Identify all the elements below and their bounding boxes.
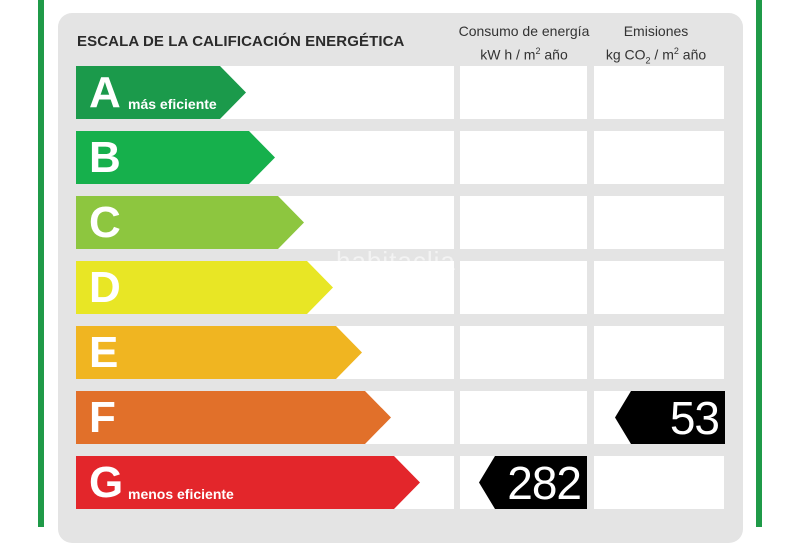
consumption-column-header: Consumo de energía kW h / m2 año: [455, 21, 593, 65]
rating-note-a: más eficiente: [128, 96, 217, 112]
emissions-header-line2: kg CO2 / m2 año: [605, 46, 707, 66]
emissions-cell-c: [594, 196, 724, 249]
rating-letter-d: D: [89, 263, 121, 312]
frame-right-border: [756, 0, 762, 527]
rating-note-g: menos eficiente: [128, 486, 234, 502]
rating-letter-c: C: [89, 198, 121, 247]
rating-bar-c: C: [76, 196, 304, 249]
consumption-cell-f: [460, 391, 587, 444]
emissions-cell-a: [594, 66, 724, 119]
rating-bar-b: B: [76, 131, 275, 184]
emissions-cell-g: [594, 456, 724, 509]
frame-left-border: [38, 0, 44, 527]
emissions-header-line1: Emisiones: [623, 23, 689, 39]
consumption-cell-e: [460, 326, 587, 379]
rating-bar-d: D: [76, 261, 333, 314]
rating-letter-g: G: [89, 458, 124, 507]
rating-letter-e: E: [89, 328, 119, 377]
consumption-rating-badge: 282: [479, 456, 587, 509]
rating-letter-b: B: [89, 133, 121, 182]
consumption-header-line2: kW h / m2 año: [480, 46, 568, 63]
emissions-cell-d: [594, 261, 724, 314]
consumption-cell-b: [460, 131, 587, 184]
consumption-cell-d: [460, 261, 587, 314]
scale-title: ESCALA DE LA CALIFICACIÓN ENERGÉTICA: [77, 33, 405, 50]
emissions-rating-badge-value: 53: [669, 392, 720, 444]
rating-bar-e: E: [76, 326, 362, 379]
consumption-cell-a: [460, 66, 587, 119]
consumption-rating-badge-value: 282: [507, 457, 582, 509]
rating-bar-f: F: [76, 391, 391, 444]
emissions-rating-badge: 53: [615, 391, 725, 444]
rating-letter-f: F: [89, 393, 116, 442]
rating-letter-a: A: [89, 68, 121, 117]
consumption-header-line1: Consumo de energía: [458, 23, 590, 39]
emissions-cell-b: [594, 131, 724, 184]
emissions-column-header: Emisiones kg CO2 / m2 año: [592, 21, 720, 70]
watermark: habitaclia: [336, 246, 456, 276]
emissions-cell-e: [594, 326, 724, 379]
consumption-cell-c: [460, 196, 587, 249]
